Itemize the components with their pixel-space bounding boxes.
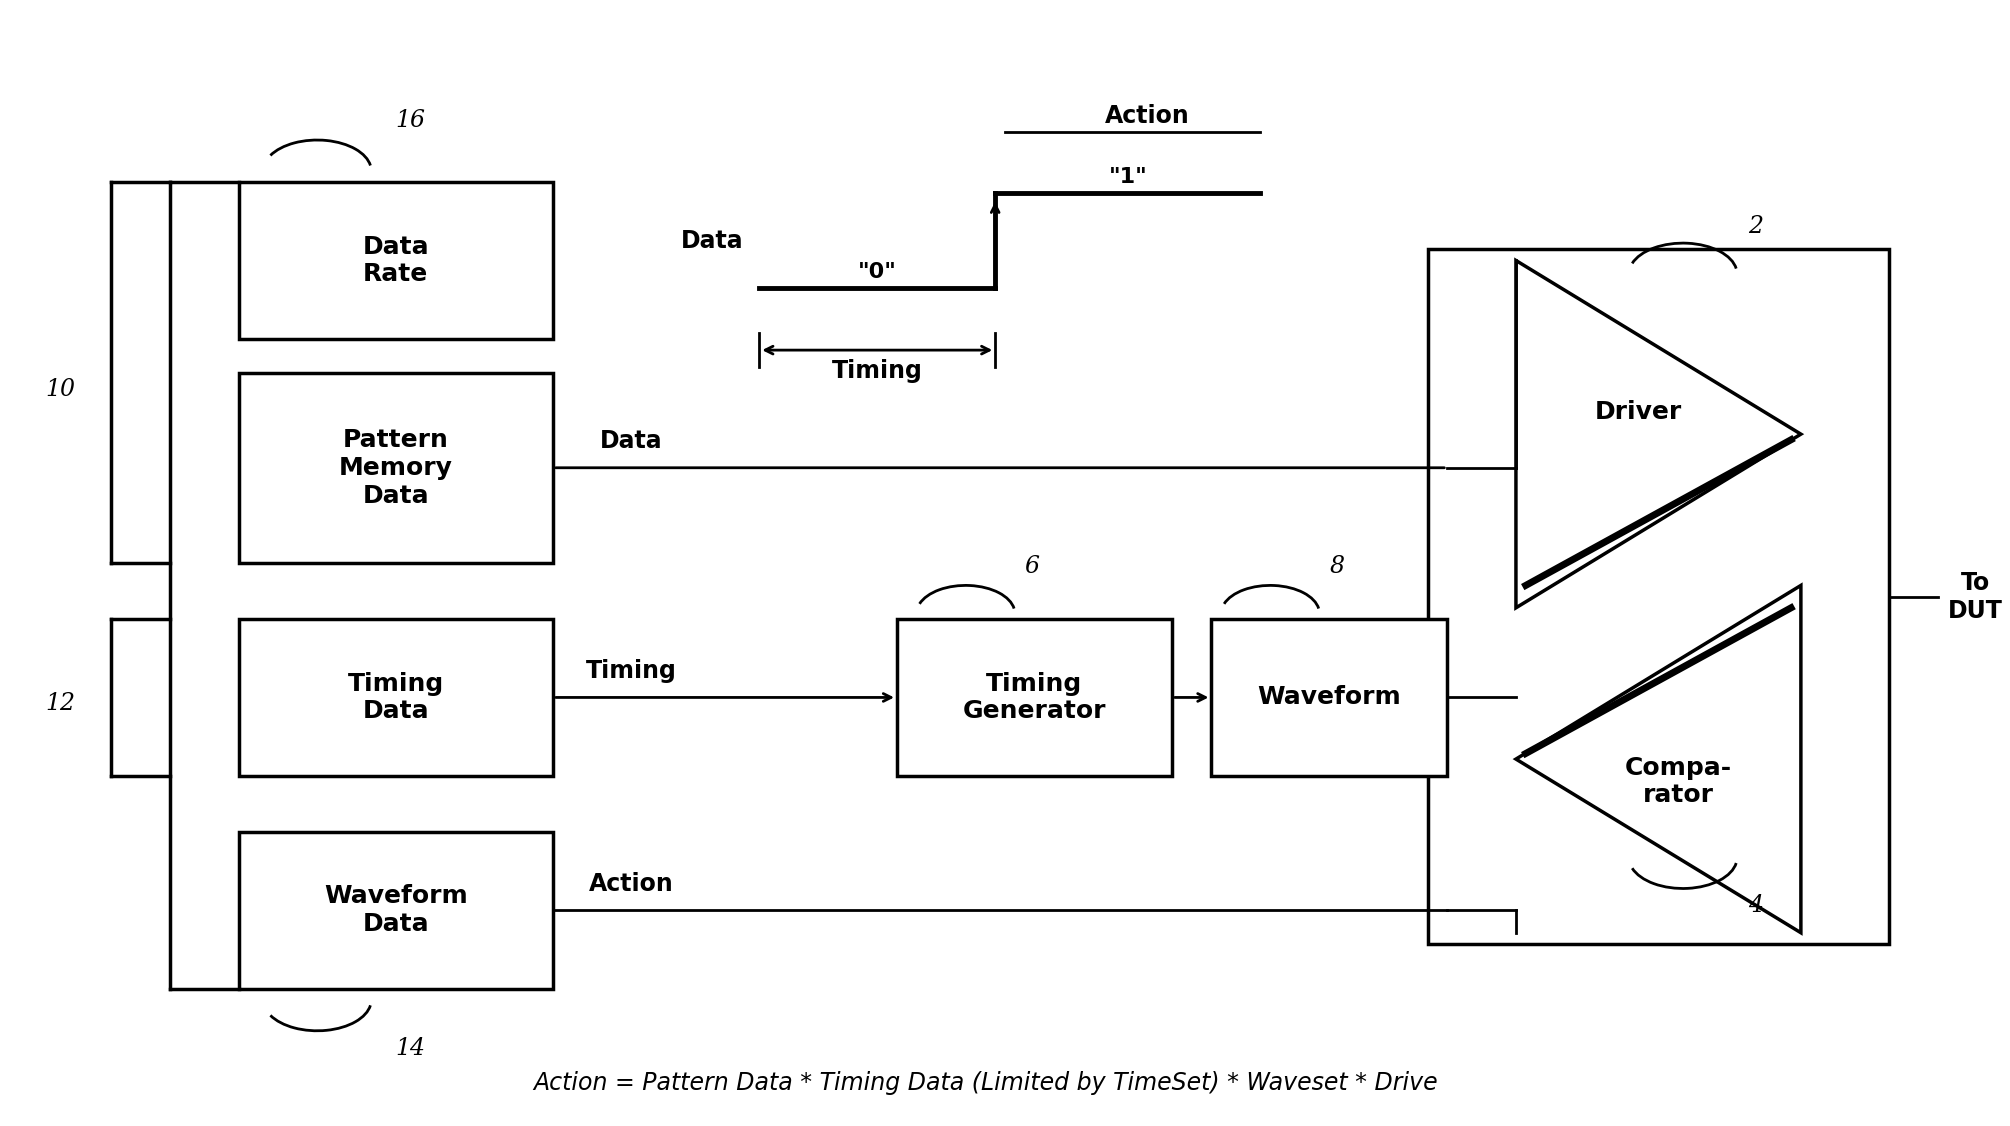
Bar	[896, 619, 1172, 776]
Text: Timing
Generator: Timing Generator	[963, 671, 1106, 723]
Text: To
DUT: To DUT	[1948, 571, 2004, 623]
Text: Pattern
Memory
Data: Pattern Memory Data	[340, 428, 452, 508]
Text: 16: 16	[396, 108, 426, 132]
Text: Timing: Timing	[832, 359, 923, 383]
Text: Driver: Driver	[1596, 400, 1682, 423]
Bar	[1427, 249, 1889, 944]
Text: 2: 2	[1749, 215, 1763, 238]
Bar	[239, 619, 553, 776]
Bar	[239, 832, 553, 989]
Text: 14: 14	[396, 1037, 426, 1060]
Text: Waveform: Waveform	[1258, 686, 1401, 709]
Text: 10: 10	[46, 378, 76, 401]
Text: Action: Action	[589, 872, 673, 896]
Text: Timing: Timing	[587, 659, 677, 682]
Text: Timing
Data: Timing Data	[348, 671, 444, 723]
Text: "1": "1"	[1108, 167, 1148, 187]
Text: 4: 4	[1749, 894, 1763, 917]
Text: Compa-
rator: Compa- rator	[1624, 756, 1733, 807]
Text: 8: 8	[1329, 555, 1345, 578]
Text: Data: Data	[681, 229, 744, 253]
Text: Waveform
Data: Waveform Data	[324, 884, 468, 936]
Text: Action: Action	[1106, 105, 1190, 128]
Text: 6: 6	[1025, 555, 1039, 578]
Text: Data: Data	[601, 429, 663, 453]
Text: 12: 12	[46, 691, 76, 715]
Bar	[239, 182, 553, 339]
Bar	[239, 373, 553, 563]
Text: Data
Rate: Data Rate	[362, 234, 428, 286]
Bar	[1212, 619, 1447, 776]
Text: "0": "0"	[858, 261, 896, 282]
Text: Action = Pattern Data * Timing Data (Limited by TimeSet) * Waveset * Drive: Action = Pattern Data * Timing Data (Lim…	[533, 1071, 1437, 1096]
